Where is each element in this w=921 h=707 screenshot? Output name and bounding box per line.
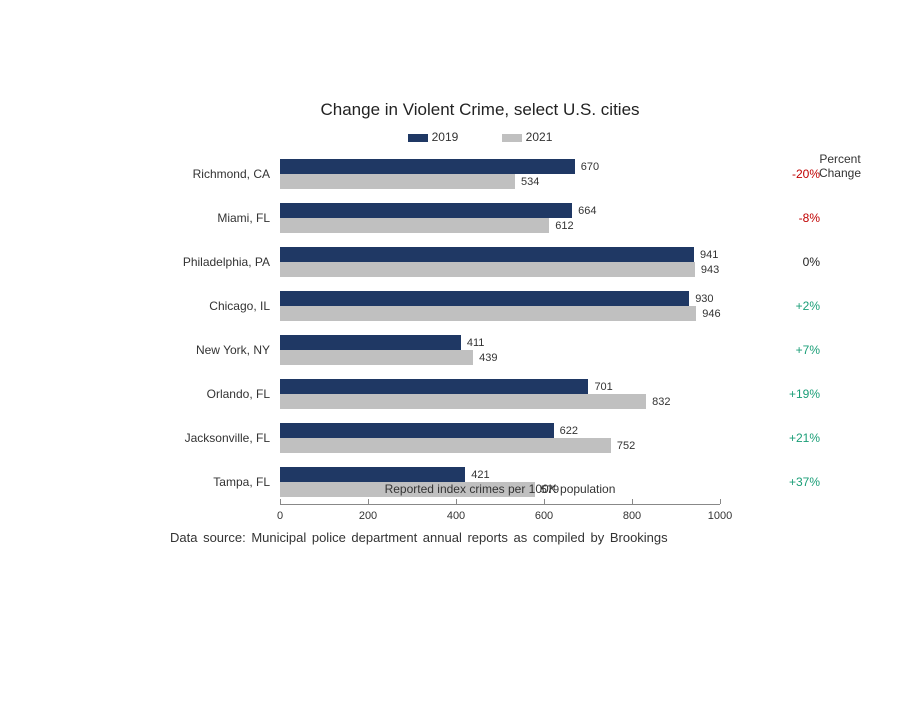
city-label: Miami, FL: [100, 211, 270, 225]
legend-swatch-2021: [502, 134, 522, 142]
bar-value-2021: 612: [555, 220, 573, 232]
legend-item-2021: 2021: [502, 130, 553, 144]
bar-2019: [280, 203, 572, 218]
x-tick: [720, 499, 721, 504]
city-label: Jacksonville, FL: [100, 431, 270, 445]
legend-swatch-2019: [408, 134, 428, 142]
x-tick-label: 400: [447, 510, 465, 522]
bar-2019: [280, 335, 461, 350]
legend-label-2021: 2021: [526, 130, 553, 144]
bar-2019: [280, 291, 689, 306]
city-label: Tampa, FL: [100, 475, 270, 489]
pct-change-value: +2%: [770, 299, 820, 313]
x-tick-label: 200: [359, 510, 377, 522]
bar-2021: [280, 306, 696, 321]
bar-value-2019: 622: [560, 425, 578, 437]
bar-value-2019: 411: [467, 337, 485, 349]
x-tick: [456, 499, 457, 504]
bar-2021: [280, 218, 549, 233]
bar-2021: [280, 394, 646, 409]
city-label: Orlando, FL: [100, 387, 270, 401]
pct-change-value: +19%: [770, 387, 820, 401]
bar-value-2021: 946: [702, 308, 720, 320]
bar-value-2021: 943: [701, 264, 719, 276]
bar-2021: [280, 262, 695, 277]
bar-value-2019: 701: [594, 381, 612, 393]
bar-2019: [280, 159, 575, 174]
bar-2019: [280, 423, 554, 438]
pct-change-value: -20%: [770, 167, 820, 181]
chart-title: Change in Violent Crime, select U.S. cit…: [100, 100, 860, 120]
legend-item-2019: 2019: [408, 130, 462, 144]
city-label: Philadelphia, PA: [100, 255, 270, 269]
x-tick-label: 600: [535, 510, 553, 522]
city-label: Chicago, IL: [100, 299, 270, 313]
city-label: New York, NY: [100, 343, 270, 357]
pct-change-value: +37%: [770, 475, 820, 489]
bar-value-2021: 752: [617, 440, 635, 452]
data-source-note: Data source: Municipal police department…: [170, 530, 668, 545]
bar-2021: [280, 438, 611, 453]
bar-value-2021: 832: [652, 396, 670, 408]
x-tick: [368, 499, 369, 504]
bar-2019: [280, 467, 465, 482]
chart-legend: 2019 2021: [100, 130, 860, 144]
bar-value-2019: 941: [700, 249, 718, 261]
x-tick-label: 0: [277, 510, 283, 522]
plot-area: 02004006008001000Richmond, CA670534-20%M…: [280, 152, 720, 505]
bar-value-2019: 670: [581, 161, 599, 173]
x-tick-label: 1000: [708, 510, 732, 522]
x-tick: [544, 499, 545, 504]
pct-change-value: -8%: [770, 211, 820, 225]
x-tick: [280, 499, 281, 504]
pct-change-value: +21%: [770, 431, 820, 445]
chart-container: Change in Violent Crime, select U.S. cit…: [100, 100, 860, 505]
pct-change-value: +7%: [770, 343, 820, 357]
x-axis-title: Reported index crimes per 100K populatio…: [280, 482, 720, 496]
city-label: Richmond, CA: [100, 167, 270, 181]
bar-2019: [280, 247, 694, 262]
x-tick: [632, 499, 633, 504]
bar-2019: [280, 379, 588, 394]
bar-value-2019: 930: [695, 293, 713, 305]
bar-value-2021: 439: [479, 352, 497, 364]
pct-change-value: 0%: [770, 255, 820, 269]
bar-2021: [280, 350, 473, 365]
x-tick-label: 800: [623, 510, 641, 522]
bar-value-2019: 421: [471, 469, 489, 481]
legend-label-2019: 2019: [432, 130, 459, 144]
bar-value-2021: 534: [521, 176, 539, 188]
bar-2021: [280, 174, 515, 189]
bar-value-2019: 664: [578, 205, 596, 217]
